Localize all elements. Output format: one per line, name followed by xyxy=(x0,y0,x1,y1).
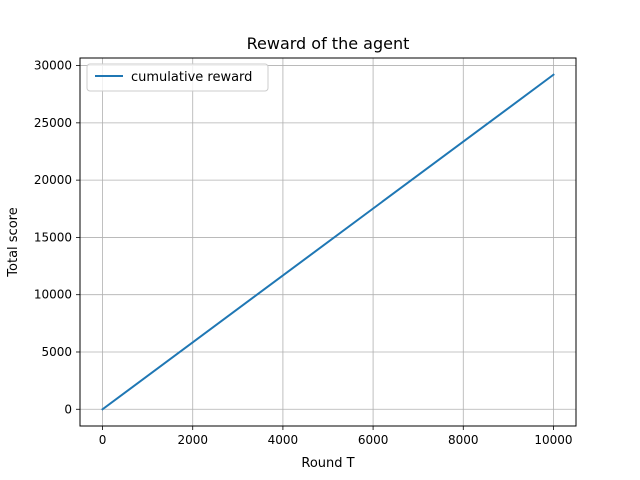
y-tick-label: 10000 xyxy=(34,288,72,302)
x-tick-label: 4000 xyxy=(268,433,299,447)
legend-box xyxy=(86,63,269,92)
x-axis-label: Round T xyxy=(301,456,354,471)
series-group xyxy=(101,73,555,411)
x-tick-label: 0 xyxy=(99,433,107,447)
chart-title: Reward of the agent xyxy=(247,34,410,53)
plot-frame xyxy=(79,57,577,427)
x-tick-label: 2000 xyxy=(177,433,208,447)
x-tick-label: 10000 xyxy=(534,433,572,447)
y-tick-label: 25000 xyxy=(34,116,72,130)
series-line-cumulative-reward xyxy=(101,73,555,411)
y-tick-label: 20000 xyxy=(34,173,72,187)
y-tick-label: 0 xyxy=(64,402,72,416)
y-axis-ticks: 0 5000 10000 15000 20000 25000 30000 xyxy=(34,59,80,416)
legend-label: cumulative reward xyxy=(131,70,252,85)
x-tick-label: 8000 xyxy=(448,433,479,447)
y-tick-label: 15000 xyxy=(34,230,72,244)
y-axis-label: Total score xyxy=(6,207,21,277)
x-tick-label: 6000 xyxy=(358,433,389,447)
legend: cumulative reward xyxy=(86,63,269,92)
x-axis-ticks: 0 2000 4000 6000 8000 10000 xyxy=(99,426,573,447)
y-tick-label: 5000 xyxy=(41,345,72,359)
y-tick-label: 30000 xyxy=(34,59,72,73)
grid-lines xyxy=(80,58,576,426)
